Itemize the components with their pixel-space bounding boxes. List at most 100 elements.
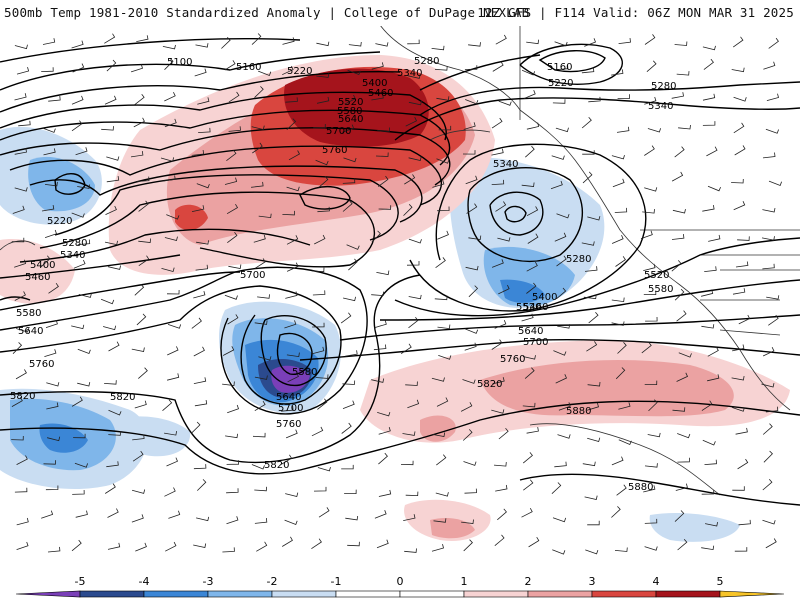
wind-barb <box>15 327 30 333</box>
wind-barb <box>434 295 448 301</box>
wind-barb <box>616 484 627 496</box>
wind-barb <box>224 294 238 300</box>
wind-barb <box>130 151 144 158</box>
wind-barb <box>138 200 149 212</box>
wind-barb <box>102 325 117 331</box>
wind-barb <box>71 324 85 330</box>
wind-barb <box>522 402 536 408</box>
wind-barb <box>134 400 147 409</box>
wind-barb <box>195 43 209 48</box>
wind-barb <box>254 518 268 524</box>
wind-barb <box>160 157 175 162</box>
wind-barb <box>768 180 782 187</box>
wind-barb <box>15 369 27 380</box>
color-bar-segment <box>335 590 401 598</box>
wind-barb <box>346 244 360 250</box>
contour-label: 5880 <box>628 482 653 493</box>
wind-barb <box>253 234 266 243</box>
height-contours <box>0 38 800 506</box>
wind-barb <box>526 206 539 217</box>
wind-barb <box>733 201 746 211</box>
wind-barb <box>615 367 626 380</box>
wind-barb <box>45 319 58 328</box>
legend-tick: -5 <box>75 575 86 588</box>
wind-barb <box>737 458 749 470</box>
wind-barb <box>71 120 83 132</box>
wind-barb <box>107 542 121 550</box>
contour-label: 5640 <box>338 114 363 125</box>
contour-label: 5640 <box>276 392 301 403</box>
contour-label: 5640 <box>18 326 43 337</box>
wind-barb <box>588 96 601 103</box>
wind-barb <box>284 519 298 526</box>
wind-barb <box>732 486 745 491</box>
wind-barb <box>768 314 779 326</box>
wind-barb <box>587 437 601 442</box>
wind-barb <box>497 237 511 242</box>
color-bar-segment <box>591 590 657 598</box>
contour-label: 5760 <box>29 359 54 370</box>
wind-barb <box>558 402 571 411</box>
wind-barb <box>282 37 295 45</box>
wind-barb <box>74 462 88 468</box>
color-bar <box>15 590 785 598</box>
wind-barb <box>14 487 28 493</box>
wind-barb <box>674 41 688 46</box>
wind-barb <box>403 204 413 216</box>
wind-barb <box>104 240 118 246</box>
wind-barb <box>674 288 685 301</box>
wind-barb <box>644 96 657 105</box>
wind-barb <box>701 400 713 411</box>
wind-barb <box>164 92 176 102</box>
wind-barb <box>164 118 177 128</box>
wind-barb <box>342 178 356 184</box>
wind-barb <box>14 187 28 192</box>
wind-barb <box>554 232 567 242</box>
wind-barb <box>14 44 28 50</box>
wind-barb <box>643 263 656 271</box>
wind-barb <box>254 86 264 98</box>
contour-label: 5400 <box>362 78 387 89</box>
wind-barb <box>556 287 567 300</box>
wind-barb <box>611 297 625 303</box>
wind-barb <box>252 432 266 438</box>
wind-barb <box>16 517 29 526</box>
contour-label: 5700 <box>523 337 548 348</box>
wind-barb <box>761 236 775 241</box>
wind-barb <box>407 39 420 45</box>
wind-barb <box>228 264 242 269</box>
wind-barb <box>492 61 504 72</box>
wind-barb <box>521 69 536 76</box>
wind-barb <box>677 433 691 439</box>
wind-barb <box>313 486 327 492</box>
wind-barb <box>522 355 536 360</box>
wind-barb <box>257 294 270 299</box>
contour-label: 5280 <box>414 56 439 67</box>
wind-barb <box>644 518 658 524</box>
wind-barb <box>581 116 592 129</box>
wind-barb <box>377 411 391 417</box>
wind-barb <box>287 372 299 383</box>
wind-barb <box>734 145 746 156</box>
wind-barb <box>762 347 775 357</box>
wind-barb <box>404 548 417 553</box>
wind-barb <box>738 519 751 526</box>
wind-barb <box>678 352 692 358</box>
wind-barb <box>42 127 56 133</box>
wind-barb <box>765 128 779 134</box>
wind-barb <box>282 210 295 216</box>
contour-label: 5400 <box>532 292 557 303</box>
wind-barb <box>648 399 658 412</box>
contour-label: 5460 <box>523 302 548 313</box>
wind-barb <box>138 367 148 379</box>
contour-label: 5580 <box>337 106 362 117</box>
wind-barb <box>615 256 626 267</box>
wind-barb <box>587 520 600 526</box>
wind-barb <box>761 383 775 388</box>
wind-barb <box>643 290 657 295</box>
wind-barb <box>611 321 625 326</box>
wind-barb <box>587 216 601 221</box>
wind-barb <box>11 435 24 441</box>
wind-barb <box>647 128 661 133</box>
